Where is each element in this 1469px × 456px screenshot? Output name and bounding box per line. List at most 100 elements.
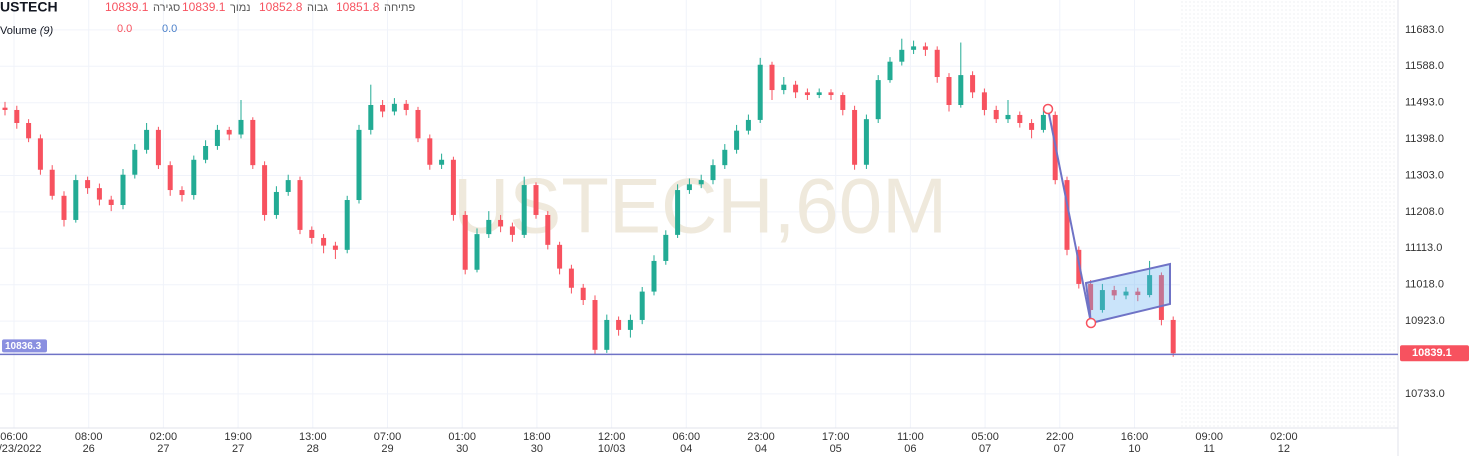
x-tick-date: 28 [307, 443, 319, 455]
candle-body [663, 234, 669, 261]
x-tick-label: 18:00 [523, 431, 551, 443]
x-tick-date: 11 [1203, 443, 1214, 455]
volume-period: (9) [40, 25, 54, 37]
x-tick-label: 07:00 [374, 431, 402, 443]
candle-body [934, 49, 940, 78]
candle-body [37, 138, 43, 170]
candle-body [1111, 290, 1117, 296]
candle-body [1029, 122, 1035, 130]
candle-body [639, 291, 645, 320]
candle-body [1005, 114, 1011, 120]
candle-body [61, 195, 67, 220]
candle-body [356, 129, 362, 201]
candle-body [804, 92, 810, 96]
price-badge [1400, 345, 1469, 362]
x-tick-date: 09/23/2022 [0, 443, 42, 455]
volume-name: Volume [0, 25, 37, 37]
candle-body [462, 214, 468, 270]
x-tick-date: 27 [157, 443, 169, 455]
candle-body [734, 130, 740, 150]
x-tick-label: 02:00 [150, 431, 178, 443]
x-tick-label: 06:00 [0, 431, 28, 443]
candle-body [108, 199, 114, 205]
legend-value: 10839.1 [182, 0, 226, 14]
candle-body [1099, 290, 1105, 310]
candle-body [73, 180, 79, 220]
x-tick-date: 10/03 [598, 443, 626, 455]
legend-value: 10852.8 [259, 0, 303, 14]
watermark: USTECH,60M [453, 162, 947, 250]
candle-body [450, 159, 456, 215]
y-tick-label: 10733.0 [1405, 388, 1445, 400]
candle-body [580, 287, 586, 301]
x-tick-label: 08:00 [75, 431, 103, 443]
candle-body [332, 245, 338, 250]
candle-body [132, 149, 138, 175]
y-tick-label: 10923.0 [1405, 315, 1445, 327]
candle-body [1123, 291, 1129, 296]
candle-body [226, 129, 232, 135]
x-tick-date: 06 [904, 443, 916, 455]
x-tick-label: 12:00 [598, 431, 626, 443]
x-tick-label: 17:00 [822, 431, 850, 443]
candle-body [309, 229, 315, 238]
y-tick-label: 11588.0 [1405, 60, 1444, 72]
candle-body [875, 80, 881, 120]
candle-body [2, 107, 8, 110]
candle-body [273, 191, 279, 215]
future-area [1180, 0, 1398, 428]
x-tick-date: 07 [979, 443, 991, 455]
candle-body [1064, 180, 1070, 250]
volume-value: 0.0 [117, 23, 132, 35]
candle-body [403, 103, 409, 110]
candle-body [191, 159, 197, 196]
candle-body [262, 165, 268, 215]
y-tick-label: 11018.0 [1405, 279, 1444, 291]
candle-body [155, 129, 161, 166]
x-tick-label: 16:00 [1121, 431, 1149, 443]
candle-body [474, 234, 480, 270]
legend-label: סגירה [153, 2, 180, 14]
y-tick-label: 11303.0 [1405, 169, 1444, 181]
candle-body [1088, 283, 1094, 310]
candle-body [958, 75, 964, 105]
x-tick-label: 19:00 [224, 431, 252, 443]
candle-body [675, 190, 681, 235]
x-tick-label: 23:00 [747, 431, 775, 443]
candle-body [946, 77, 952, 105]
candle-body [545, 214, 551, 245]
candle-body [840, 95, 846, 110]
legend-value: 10839.1 [105, 0, 149, 14]
candle-body [781, 84, 787, 91]
candle-body [203, 145, 209, 160]
candle-body [651, 260, 657, 292]
anchor [1085, 317, 1097, 329]
candle-body [238, 119, 244, 135]
candle-body [26, 122, 32, 139]
candle-body [793, 84, 799, 93]
candle-body [214, 129, 220, 146]
candle-body [533, 185, 539, 215]
drawings [1042, 103, 1171, 329]
x-tick-date: 30 [456, 443, 468, 455]
x-tick-date: 30 [531, 443, 543, 455]
candle-body [380, 104, 386, 112]
candle-body [686, 184, 692, 191]
candle-body [981, 92, 987, 110]
candle-body [144, 129, 150, 150]
candle-body [521, 185, 527, 235]
x-tick-label: 22:00 [1046, 431, 1074, 443]
x-tick-date: 05 [830, 443, 842, 455]
y-tick-label: 11683.0 [1405, 24, 1444, 36]
hline-label: 10836.3 [5, 341, 42, 352]
candle-body [14, 109, 20, 123]
x-tick-date: 26 [83, 443, 95, 455]
candle-body [415, 109, 421, 139]
candle-body [616, 319, 622, 330]
candle-body [498, 219, 504, 227]
candle-body [1158, 275, 1164, 320]
candle-body [486, 219, 492, 235]
candle-body [769, 64, 775, 91]
x-tick-label: 01:00 [448, 431, 476, 443]
